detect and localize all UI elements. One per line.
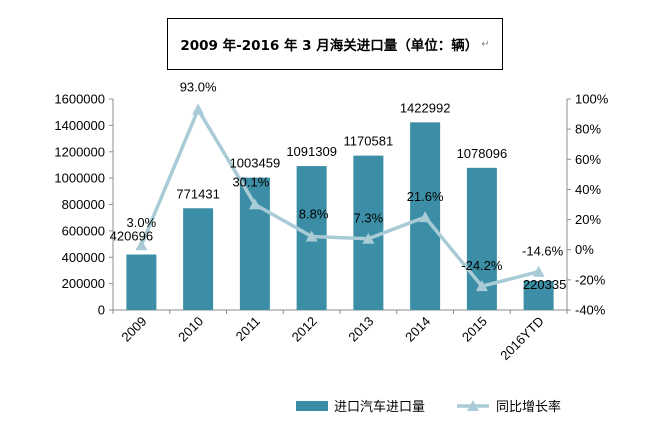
left-tick-label: 600000 <box>62 223 105 238</box>
rate-value-label: 21.6% <box>407 189 444 204</box>
bar-value-label: 420696 <box>110 229 153 244</box>
growth-rate-point <box>362 232 375 244</box>
left-tick-label: 800000 <box>62 197 105 212</box>
chart-title: 2009 年-2016 年 3 月海关进口量（单位：辆） <box>180 38 479 54</box>
bar <box>239 177 270 310</box>
legend-line-label: 同比增长率 <box>496 399 561 414</box>
growth-rate-point <box>135 239 148 251</box>
right-tick-label: 80% <box>575 122 601 137</box>
legend-bar-label: 进口汽车进口量 <box>334 399 425 414</box>
left-tick-label: 1000000 <box>54 171 105 186</box>
left-tick-label: 1200000 <box>54 144 105 159</box>
bar-value-label: 1003459 <box>230 156 281 171</box>
x-tick-label: 2013 <box>345 314 376 345</box>
x-tick-label: 2016YTD <box>497 314 546 363</box>
x-tick-label: 2015 <box>459 314 490 345</box>
x-tick-label: 2011 <box>233 314 263 344</box>
right-tick-label: 0% <box>575 242 594 257</box>
legend-bar-swatch <box>296 401 328 411</box>
bar-value-label: 1422992 <box>400 100 451 115</box>
bar-value-label: 1170581 <box>344 134 394 149</box>
left-tick-label: 200000 <box>62 276 105 291</box>
growth-rate-point <box>475 280 488 292</box>
bar-value-label: 220335 <box>523 277 566 292</box>
line-series <box>135 103 545 292</box>
growth-rate-point <box>192 103 205 115</box>
right-tick-label: 100% <box>575 92 609 107</box>
x-tick-label: 2010 <box>175 314 206 345</box>
left-tick-label: 0 <box>98 303 105 318</box>
rate-value-label: 3.0% <box>127 215 157 230</box>
x-tick-label: 2009 <box>118 314 149 345</box>
rate-value-label: 7.3% <box>354 211 384 226</box>
x-tick-label: 2012 <box>289 314 320 345</box>
axes: 0 200000 400000 600000 800000 1000000 1200000 1… <box>54 92 608 363</box>
rate-value-label: -14.6% <box>522 244 564 259</box>
bar-value-label: 1091309 <box>286 144 337 159</box>
left-tick-label: 1400000 <box>54 118 105 133</box>
growth-rate-point <box>419 211 432 223</box>
rate-value-label: 30.1% <box>232 174 269 189</box>
left-tick-label: 1600000 <box>54 92 105 107</box>
bar <box>126 254 157 310</box>
bar <box>183 208 214 310</box>
legend-line-marker <box>467 400 479 411</box>
left-tick-label: 400000 <box>62 250 105 265</box>
rate-value-label: -24.2% <box>461 258 503 273</box>
x-tick-label: 2014 <box>402 314 433 345</box>
data-labels: 420696 771431 1003459 1091309 1170581 1422992… <box>110 80 567 292</box>
rate-value-label: 8.8% <box>299 206 329 221</box>
bar <box>523 280 554 310</box>
chart-title-box: 2009 年-2016 年 3 月海关进口量（单位：辆） ↵ <box>167 18 503 70</box>
right-tick-label: -40% <box>575 303 606 318</box>
rate-value-label: 93.0% <box>180 80 217 95</box>
right-tick-label: 40% <box>575 182 601 197</box>
right-tick-label: 60% <box>575 152 601 167</box>
legend: 进口汽车进口量 同比增长率 <box>296 399 561 414</box>
bar-value-label: 1078096 <box>457 146 508 161</box>
bar-value-label: 771431 <box>176 186 219 201</box>
right-tick-label: -20% <box>575 272 606 287</box>
growth-rate-point <box>532 265 545 277</box>
growth-rate-point <box>248 198 261 210</box>
right-tick-label: 20% <box>575 212 601 227</box>
growth-rate-line <box>139 107 540 288</box>
growth-rate-point <box>305 230 318 242</box>
return-mark-icon: ↵ <box>481 38 490 50</box>
